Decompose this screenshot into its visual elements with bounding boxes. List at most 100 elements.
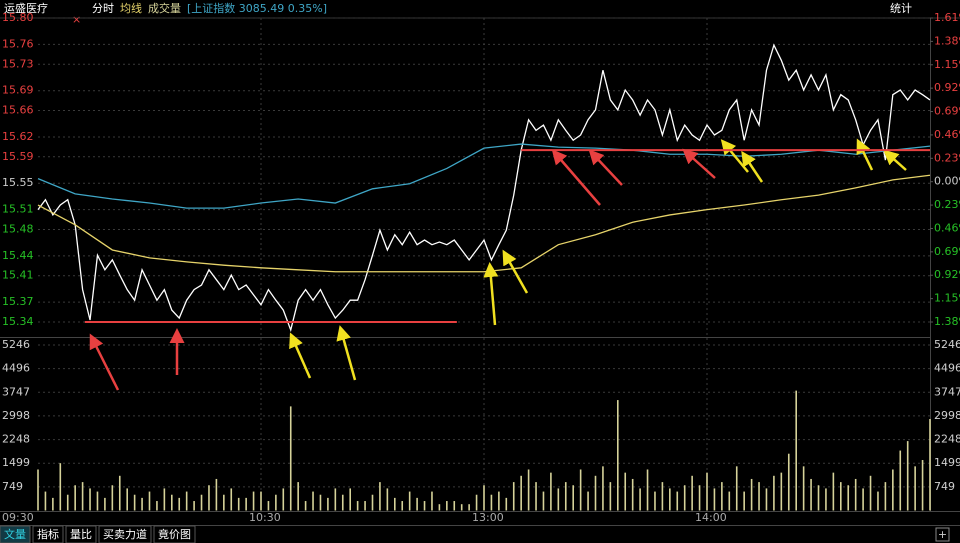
series-line <box>37 143 931 209</box>
tab[interactable] <box>153 525 196 543</box>
legend-entry: 分时 <box>92 2 114 15</box>
y2-tick-label: 0.69% <box>934 105 960 118</box>
volume-bar <box>847 485 850 511</box>
x-tick-label: 09:30 <box>2 511 34 524</box>
arrows <box>89 138 907 391</box>
legend-entry: [上证指数 3085.49 0.35%] <box>187 1 327 15</box>
volume-bar <box>817 485 820 511</box>
volume-bar <box>245 497 247 511</box>
y-tick-label: 4496 <box>934 362 960 375</box>
tab-label[interactable]: 量比 <box>70 528 92 541</box>
volume-bar <box>431 491 433 511</box>
volume-bar <box>460 504 463 511</box>
arrow <box>588 149 623 186</box>
volume-bar <box>795 390 797 511</box>
volume-bar <box>275 494 277 511</box>
volume-bar <box>646 469 649 511</box>
volume-bar <box>579 469 582 511</box>
volume-bar <box>267 501 270 511</box>
add-button-icon[interactable]: + <box>938 528 947 541</box>
volume-bar <box>780 472 783 511</box>
volume-bar <box>319 494 322 511</box>
volume-bar <box>394 497 396 511</box>
volume-bar <box>252 491 255 511</box>
stock-name: 运盛医疗 <box>4 1 48 15</box>
volume-bar <box>371 494 374 511</box>
volume-bar <box>765 488 768 511</box>
volume-bar <box>906 441 909 511</box>
y-tick-label: 5246 <box>2 338 30 351</box>
volume-bar <box>423 501 426 511</box>
tab[interactable] <box>65 525 97 543</box>
volume-bar <box>104 497 106 511</box>
volume-bar <box>564 482 567 511</box>
y-tick-label: 749 <box>934 480 955 493</box>
volume-bar <box>654 491 656 511</box>
volume-bar <box>810 478 812 511</box>
y-tick-label: 15.55 <box>2 176 34 189</box>
y-tick-label: 15.69 <box>2 84 34 97</box>
stats-button[interactable]: 统计 <box>890 2 912 15</box>
volume-bar <box>706 472 708 511</box>
volume-bar <box>237 497 240 511</box>
tab-label[interactable]: 竟价图 <box>158 528 191 541</box>
tab-label[interactable]: 买卖力道 <box>103 527 147 541</box>
volume-bar <box>750 478 753 511</box>
arrow <box>483 262 499 326</box>
volume-bar <box>921 460 924 511</box>
volume-bar <box>81 482 84 511</box>
volume-bar <box>475 494 478 511</box>
tab-label[interactable]: 文量 <box>4 527 26 541</box>
arrow <box>682 148 716 179</box>
volume-bar <box>408 491 411 511</box>
y-tick-label: 749 <box>2 480 23 493</box>
volume-bar <box>215 478 218 511</box>
volume-bar <box>617 400 619 511</box>
tab[interactable] <box>0 525 31 543</box>
series-line <box>37 43 931 333</box>
volume-bar <box>230 488 233 511</box>
volume-bar <box>550 472 552 511</box>
tab[interactable] <box>32 525 64 543</box>
volume-bar <box>141 497 143 511</box>
volume-bar <box>728 491 731 511</box>
volume-bar <box>327 497 329 511</box>
volume-bar <box>669 488 671 511</box>
x-tick-label: 14:00 <box>695 511 727 524</box>
volume-bar <box>527 469 530 511</box>
arrow <box>551 149 601 206</box>
volume-bar <box>349 488 351 511</box>
volume-bar <box>787 453 790 511</box>
add-button[interactable] <box>935 527 950 542</box>
volume-bar <box>854 478 857 511</box>
y-tick-label: 4496 <box>2 362 30 375</box>
volume-bar <box>178 497 181 511</box>
volume-bar <box>624 472 627 511</box>
volume-bar <box>587 491 589 511</box>
volume-bar <box>505 497 508 511</box>
volume-bar <box>37 469 39 511</box>
volume-bar <box>862 488 864 511</box>
y2-tick-label: 0.00% <box>934 175 960 188</box>
volume-bar <box>914 466 916 511</box>
volume-bar <box>631 478 634 511</box>
y-tick-label: 2248 <box>2 433 30 446</box>
volume-bar <box>825 488 827 511</box>
volume-bar <box>334 488 337 511</box>
volume-bar <box>312 491 314 511</box>
tab-label[interactable]: 指标 <box>37 527 59 541</box>
volume-bar <box>111 485 114 511</box>
y2-tick-label: 1.61% <box>934 11 960 24</box>
volume-bar <box>96 491 99 511</box>
y-tick-label: 2998 <box>934 409 960 422</box>
volume-bar <box>661 482 664 511</box>
y-tick-label: 1499 <box>934 456 960 469</box>
y-tick-label: 3747 <box>2 385 30 398</box>
volume-bar <box>208 485 210 511</box>
volume-bar <box>713 488 716 511</box>
volume-bar <box>676 491 679 511</box>
volume-bar <box>468 504 470 511</box>
x-tick-label: 10:30 <box>249 511 281 524</box>
tab[interactable] <box>98 525 152 543</box>
